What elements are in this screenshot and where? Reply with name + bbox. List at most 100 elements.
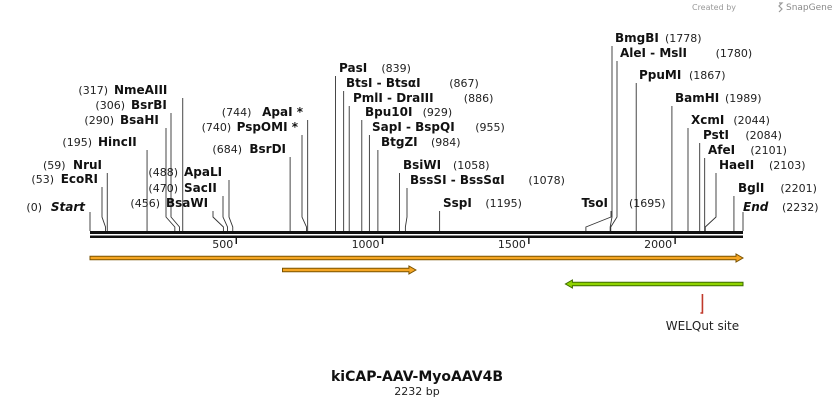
site-sspi[interactable]: SspI (1195) bbox=[443, 196, 522, 210]
site-leaders bbox=[101, 46, 735, 231]
site-btsi-bts-i[interactable]: BtsI - BtsαI (867) bbox=[346, 76, 479, 90]
welqut-site-marker bbox=[700, 294, 704, 314]
site-leader-tsoi bbox=[585, 211, 612, 231]
site-apali[interactable]: ApaLI (488) bbox=[148, 165, 222, 179]
site-leader-ecori bbox=[101, 187, 106, 231]
site-name: NmeAIII bbox=[114, 83, 167, 97]
site-leader-haeii bbox=[704, 173, 717, 231]
feature-welqut-site[interactable]: WELQut site bbox=[666, 294, 739, 333]
site-name: HaeII bbox=[719, 158, 754, 172]
site-position: (984) bbox=[431, 136, 461, 149]
ruler-label-2000: 2000 bbox=[644, 238, 672, 251]
site-leader-bsawi bbox=[212, 211, 224, 231]
site-position: (867) bbox=[449, 77, 479, 90]
site-name: BsaWI bbox=[166, 196, 208, 210]
site-labels: EcoRI(53)NruI(59)HincII(195)BsaHI(290)Bs… bbox=[26, 31, 819, 231]
site-name: BtsI - BtsαI bbox=[346, 76, 421, 90]
site-sacii[interactable]: SacII (470) bbox=[148, 181, 216, 195]
site-name: PpuMI bbox=[639, 68, 681, 82]
site-bsrdi[interactable]: BsrDI (684) bbox=[212, 142, 286, 156]
site-nrui[interactable]: NruI (59) bbox=[43, 158, 102, 172]
plasmid-length: 2232 bp bbox=[394, 385, 439, 398]
site-tsoi[interactable]: TsoI (1695) bbox=[582, 196, 666, 210]
site-nmeaiii[interactable]: NmeAIII (317) bbox=[78, 83, 167, 97]
site-name: NruI bbox=[73, 158, 102, 172]
site-leader-pspomi bbox=[301, 135, 307, 231]
ruler-label-1000: 1000 bbox=[352, 238, 380, 251]
site-position: (317) bbox=[78, 84, 108, 97]
site-position: (744) bbox=[222, 106, 252, 119]
site-ppumi[interactable]: PpuMI (1867) bbox=[639, 68, 726, 82]
site-position: (2101) bbox=[750, 144, 787, 157]
site-haeii[interactable]: HaeII (2103) bbox=[719, 158, 806, 172]
site-position: (53) bbox=[31, 173, 54, 186]
site-hincii[interactable]: HincII (195) bbox=[62, 135, 136, 149]
site-position: (839) bbox=[381, 62, 411, 75]
site-name: SapI - BspQI bbox=[372, 120, 455, 134]
site-btgzi[interactable]: BtgZI (984) bbox=[381, 135, 461, 149]
site-name: BamHI bbox=[675, 91, 719, 105]
site-xcmi[interactable]: XcmI (2044) bbox=[691, 113, 770, 127]
ruler: 500 1000 1500 2000 bbox=[212, 238, 676, 251]
site-leader-alei-msli bbox=[610, 61, 618, 231]
site-name: SacII bbox=[184, 181, 217, 195]
site-bsrbi[interactable]: BsrBI (306) bbox=[95, 98, 166, 112]
credit-text: Created by bbox=[692, 3, 736, 12]
site-position: (1867) bbox=[689, 69, 726, 82]
site-name: Bpu10I bbox=[365, 105, 412, 119]
site-name: BsrDI bbox=[249, 142, 286, 156]
site-name: BssSI - BssSαI bbox=[410, 173, 505, 187]
site-sapi-bspqi[interactable]: SapI - BspQI (955) bbox=[372, 120, 505, 134]
site-name: PasI bbox=[339, 61, 367, 75]
site-pmli-draiii[interactable]: PmlI - DraIII (886) bbox=[353, 91, 493, 105]
site-bsssi-bsss-i[interactable]: BssSI - BssSαI (1078) bbox=[410, 173, 565, 187]
site-name: AfeI bbox=[708, 143, 735, 157]
site-position: (955) bbox=[475, 121, 505, 134]
site-position: (59) bbox=[43, 159, 66, 172]
site-afei[interactable]: AfeI (2101) bbox=[708, 143, 787, 157]
site-name: PstI bbox=[703, 128, 729, 142]
site-bsiwi[interactable]: BsiWI (1058) bbox=[403, 158, 490, 172]
sequence-backbone bbox=[90, 231, 743, 238]
site-position: (290) bbox=[84, 114, 114, 127]
site-position: (1780) bbox=[716, 47, 753, 60]
site-pspomi[interactable]: PspOMI * (740) bbox=[202, 120, 299, 134]
site-bsawi[interactable]: BsaWI (456) bbox=[130, 196, 208, 210]
site-name: ApaLI bbox=[184, 165, 222, 179]
site-ecori[interactable]: EcoRI (53) bbox=[31, 172, 98, 186]
ruler-label-1500: 1500 bbox=[498, 238, 526, 251]
site-bgli[interactable]: BglI (2201) bbox=[738, 181, 817, 195]
site-name: BmgBI bbox=[615, 31, 659, 45]
site-name: SspI bbox=[443, 196, 472, 210]
site-position: (2103) bbox=[769, 159, 806, 172]
site-apai[interactable]: ApaI * (744) bbox=[222, 105, 304, 119]
site-bmgbi[interactable]: BmgBI (1778) bbox=[615, 31, 702, 45]
site-name: EcoRI bbox=[61, 172, 98, 186]
site-position: (488) bbox=[148, 166, 178, 179]
site-bamhi[interactable]: BamHI (1989) bbox=[675, 91, 762, 105]
site-pasi[interactable]: PasI (839) bbox=[339, 61, 411, 75]
feature-arrow-2[interactable] bbox=[282, 265, 417, 275]
site-position: (456) bbox=[130, 197, 160, 210]
brand-name: SnapGene bbox=[786, 3, 833, 13]
feature-arrow-1[interactable] bbox=[89, 253, 745, 263]
site-leader-apali bbox=[228, 180, 234, 231]
feature-arrow-3[interactable] bbox=[564, 279, 744, 289]
site-name: BsrBI bbox=[131, 98, 167, 112]
site-position: (1195) bbox=[485, 197, 522, 210]
site-position: (195) bbox=[62, 136, 92, 149]
site-alei-msli[interactable]: AleI - MslI (1780) bbox=[620, 46, 752, 60]
site-leader-bsrbi bbox=[170, 113, 180, 231]
site-bsahi[interactable]: BsaHI (290) bbox=[84, 113, 159, 127]
site-psti[interactable]: PstI (2084) bbox=[703, 128, 782, 142]
site-position: (470) bbox=[148, 182, 178, 195]
site-bpu10i[interactable]: Bpu10I (929) bbox=[365, 105, 452, 119]
site-name: PspOMI * bbox=[237, 120, 299, 134]
site-leader-bmgbi bbox=[609, 46, 613, 231]
site-name: BtgZI bbox=[381, 135, 418, 149]
site-position: (1695) bbox=[629, 197, 666, 210]
site-position: (1989) bbox=[725, 92, 762, 105]
site-name: HincII bbox=[98, 135, 137, 149]
site-position: (2084) bbox=[745, 129, 782, 142]
